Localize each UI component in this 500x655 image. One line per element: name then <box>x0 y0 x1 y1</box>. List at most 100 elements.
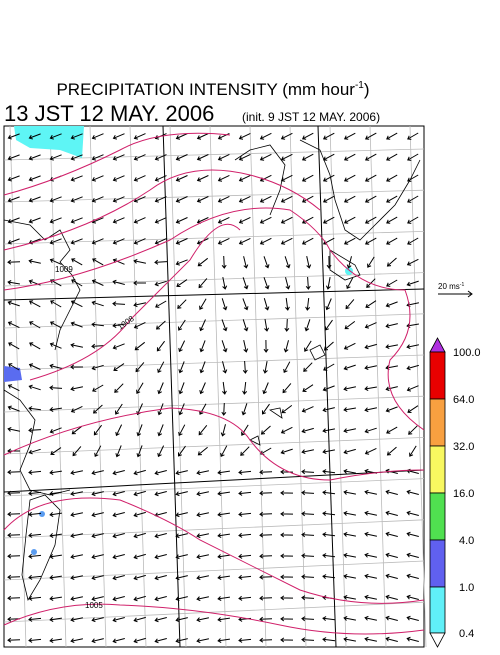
wind-vector <box>280 511 294 517</box>
wind-vector <box>406 258 419 266</box>
wind-vector <box>301 174 314 182</box>
wind-vector <box>385 406 398 413</box>
wind-vector <box>175 617 188 623</box>
wind-vector <box>385 468 398 474</box>
wind-vector <box>343 195 356 203</box>
wind-vector <box>91 533 104 539</box>
wind-vector <box>346 277 354 290</box>
wind-vector <box>301 469 315 475</box>
wind-vector <box>49 407 62 412</box>
wind-vector <box>91 175 104 182</box>
wind-vector <box>343 489 356 495</box>
wind-vector <box>323 341 334 351</box>
wind-vector <box>343 531 356 537</box>
wind-vector <box>7 490 21 496</box>
wind-vector <box>7 280 20 285</box>
wind-vector <box>136 424 143 437</box>
wind-vector <box>385 573 398 579</box>
wind-vector <box>112 279 125 285</box>
wind-scale-text: 20 ms <box>438 282 460 291</box>
isobar-label: 1009 <box>55 265 73 274</box>
wind-vector <box>113 363 125 371</box>
wind-vector <box>343 153 356 161</box>
map-frame <box>3 125 425 648</box>
wind-vector <box>343 468 356 474</box>
coastline <box>249 344 326 446</box>
wind-vector <box>385 510 398 516</box>
wind-vector <box>196 512 209 518</box>
wind-vector <box>154 575 167 581</box>
wind-vector <box>157 382 164 395</box>
grid-line <box>409 125 427 648</box>
wind-vector <box>385 615 398 621</box>
wind-vector <box>154 238 167 245</box>
wind-vector <box>112 196 125 203</box>
grid-line <box>209 125 227 648</box>
wind-vector <box>92 258 104 266</box>
wind-vector <box>94 445 102 458</box>
isobar <box>3 169 321 251</box>
wind-vector <box>157 361 165 374</box>
wind-scale-label: 20 ms-1 <box>438 282 464 291</box>
wind-vector <box>263 339 269 353</box>
wind-vector <box>280 553 294 559</box>
wind-vector <box>133 302 147 308</box>
wind-vector <box>259 469 273 475</box>
wind-vector <box>112 512 125 518</box>
colorbar-label: 4.0 <box>459 535 474 547</box>
wind-vector <box>259 237 272 245</box>
wind-vector <box>406 280 419 287</box>
wind-vector <box>112 638 125 644</box>
wind-vector <box>217 554 230 559</box>
wind-vector <box>238 237 251 245</box>
region-line <box>162 125 181 648</box>
wind-vector <box>49 491 62 496</box>
wind-vector <box>7 595 21 601</box>
wind-vector <box>70 133 83 140</box>
wind-vector <box>28 175 41 182</box>
wind-vector <box>322 490 336 495</box>
wind-vector <box>28 258 41 264</box>
title-close: ) <box>364 80 370 99</box>
wind-vector <box>407 195 419 203</box>
grid-line <box>3 601 425 623</box>
wind-vector <box>406 594 419 600</box>
wind-vector <box>154 491 167 497</box>
isobar <box>3 603 425 635</box>
wind-vector <box>28 217 41 224</box>
wind-vector <box>301 237 314 245</box>
wind-vector <box>178 382 185 395</box>
wind-vector <box>112 470 125 476</box>
wind-vector <box>28 532 42 538</box>
wind-vector <box>28 406 41 411</box>
wind-vector <box>217 195 230 203</box>
wind-vector <box>49 217 62 224</box>
wind-vector <box>240 446 250 456</box>
wind-vector <box>343 428 356 434</box>
grid-line <box>3 519 425 539</box>
wind-vector <box>49 258 62 265</box>
wind-vector <box>406 344 419 350</box>
wind-vector <box>7 196 20 203</box>
wind-vector <box>217 596 230 601</box>
wind-vector <box>217 237 230 245</box>
wind-vector <box>7 300 20 307</box>
wind-vector <box>28 616 42 622</box>
colorbar-label: 100.0 <box>453 347 481 359</box>
wind-vector <box>280 216 293 224</box>
wind-vector <box>112 617 125 623</box>
wind-vector <box>343 594 356 600</box>
wind-vector <box>133 595 146 602</box>
precip-area <box>39 511 45 517</box>
wind-vector <box>364 195 377 203</box>
colorbar-bin <box>429 445 446 494</box>
wind-vector <box>28 427 42 433</box>
coastline <box>234 144 286 216</box>
wind-vector <box>178 340 186 353</box>
wind-vector <box>346 256 352 269</box>
grid-line <box>3 560 425 581</box>
wind-vector <box>70 554 83 560</box>
wind-vector <box>259 616 273 622</box>
wind-vector <box>133 238 146 245</box>
wind-vector <box>154 259 168 265</box>
